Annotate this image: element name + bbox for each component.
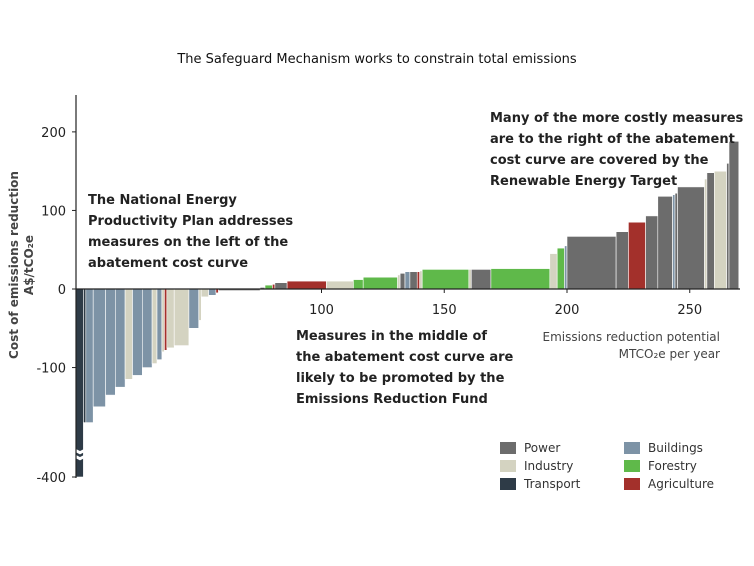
- bar-power: [615, 231, 629, 290]
- annotation-right-line: Many of the more costly measures: [490, 111, 744, 126]
- annotation-middle-line: likely to be promoted by the: [296, 371, 505, 386]
- legend-label: Agriculture: [648, 477, 714, 491]
- annotation-right: Many of the more costly measures are to …: [490, 108, 743, 192]
- bar-agriculture: [628, 221, 646, 290]
- annotation-middle-line: Emissions Reduction Fund: [296, 392, 488, 407]
- legend-label: Forestry: [648, 459, 697, 473]
- annotation-left-line: measures on the left of the: [88, 235, 289, 250]
- x-tick-label: 100: [309, 303, 334, 318]
- bar-power: [677, 186, 705, 290]
- x-axis-label-line-2: MTCO₂e per year: [618, 347, 720, 361]
- bar-forestry: [556, 247, 565, 290]
- y-tick-label: 0: [58, 283, 66, 298]
- bar-industry: [161, 288, 165, 353]
- x-axis-label: Emissions reduction potential MTCO₂e per…: [500, 329, 720, 363]
- bar-industry: [124, 288, 133, 380]
- x-tick-label: 200: [555, 303, 580, 318]
- bar-industry: [200, 288, 209, 298]
- bar-agriculture: [272, 283, 276, 290]
- bar-transport: [75, 288, 84, 478]
- annotation-middle-line: Measures in the middle of: [296, 329, 488, 344]
- legend-swatch: [500, 460, 516, 472]
- chart-title: The Safeguard Mechanism works to constra…: [177, 52, 577, 67]
- annotation-left-line: Productivity Plan addresses: [88, 214, 294, 229]
- bar-industry: [397, 274, 401, 290]
- bar-buildings: [564, 245, 568, 290]
- y-tick-label: -100: [36, 362, 66, 377]
- bar-industry: [549, 253, 558, 290]
- bar-buildings: [156, 288, 163, 360]
- x-tick-label: 250: [677, 303, 702, 318]
- x-axis-label-line-1: Emissions reduction potential: [542, 330, 720, 344]
- annotation-left-line: abatement cost curve: [88, 256, 249, 271]
- bar-forestry: [362, 276, 398, 290]
- bar-buildings: [404, 271, 411, 290]
- annotation-left: The National Energy Productivity Plan ad…: [88, 190, 293, 274]
- axis-break-mark: [67, 448, 93, 455]
- bar-power: [674, 192, 678, 290]
- legend-swatch: [624, 442, 640, 454]
- legend-label: Buildings: [648, 441, 703, 455]
- bar-industry: [173, 288, 190, 346]
- legend-swatch: [624, 478, 640, 490]
- y-tick-label: 100: [41, 204, 66, 219]
- legend-item-buildings: Buildings: [624, 441, 703, 455]
- bar-power: [470, 269, 492, 290]
- bar-power: [657, 196, 673, 290]
- bar-industry: [468, 269, 472, 290]
- bar-power: [274, 282, 288, 290]
- legend-swatch: [500, 442, 516, 454]
- annotation-left-line: The National Energy: [88, 193, 237, 208]
- bar-industry: [166, 288, 175, 349]
- bar-forestry: [421, 269, 470, 290]
- annotation-right-line: cost curve are covered by the: [490, 153, 709, 168]
- y-tick-label: 200: [41, 126, 66, 141]
- legend-item-power: Power: [500, 441, 560, 455]
- legend-swatch: [500, 478, 516, 490]
- bar-buildings: [92, 288, 106, 408]
- bar-agriculture: [286, 280, 327, 290]
- legend-item-agriculture: Agriculture: [624, 477, 714, 491]
- axis-break-mark: [67, 454, 93, 461]
- bar-buildings: [105, 288, 116, 396]
- legend-item-transport: Transport: [500, 477, 580, 491]
- bar-industry: [419, 270, 423, 290]
- y-tick-label: -400: [36, 471, 66, 486]
- bar-buildings: [132, 288, 143, 376]
- legend-item-forestry: Forestry: [624, 459, 697, 473]
- legend-label: Transport: [524, 477, 581, 491]
- bar-buildings: [208, 288, 217, 296]
- bar-power: [399, 272, 406, 290]
- axes-layer: 200 100 0 -100 -400 100 150 200 250: [36, 95, 740, 486]
- bar-power: [409, 271, 418, 290]
- bar-agriculture: [416, 271, 421, 290]
- bar-industry: [326, 280, 354, 290]
- bar-buildings: [115, 288, 126, 388]
- bar-buildings: [142, 288, 153, 368]
- bar-power: [645, 215, 659, 290]
- bar-power: [566, 236, 617, 290]
- bar-buildings: [188, 288, 199, 329]
- legend-label: Power: [524, 441, 561, 455]
- annotation-middle-line: the abatement cost curve are: [296, 350, 514, 365]
- annotation-middle: Measures in the middle of the abatement …: [296, 326, 513, 410]
- x-tick-label: 150: [432, 303, 457, 318]
- legend-label: Industry: [524, 459, 574, 473]
- bar-forestry: [353, 279, 364, 290]
- bar-forestry: [490, 268, 551, 290]
- annotation-right-line: are to the right of the abatement: [490, 132, 735, 147]
- legend-item-industry: Industry: [500, 459, 573, 473]
- bar-industry: [151, 288, 158, 364]
- annotation-right-line: Renewable Energy Target: [490, 174, 678, 189]
- bar-buildings: [85, 288, 94, 423]
- legend-swatch: [624, 460, 640, 472]
